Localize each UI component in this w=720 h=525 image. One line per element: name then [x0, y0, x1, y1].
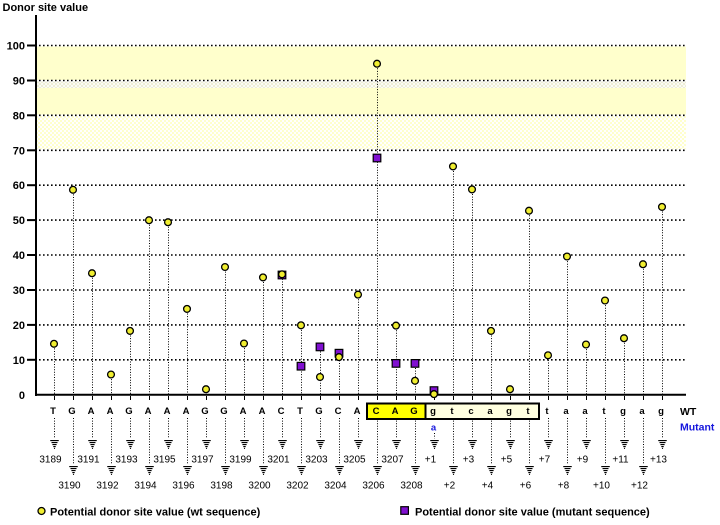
svg-text:Potential donor site value (mu: Potential donor site value (mutant seque… — [415, 507, 650, 519]
svg-text:+8: +8 — [558, 481, 570, 492]
svg-text:+3: +3 — [463, 455, 475, 466]
svg-text:60: 60 — [13, 180, 25, 192]
svg-text:3202: 3202 — [286, 481, 309, 492]
svg-text:t: t — [450, 406, 454, 417]
svg-text:G: G — [315, 406, 322, 417]
svg-text:3191: 3191 — [77, 455, 100, 466]
svg-text:30: 30 — [13, 285, 25, 297]
svg-text:A: A — [107, 406, 114, 417]
svg-text:+6: +6 — [520, 481, 532, 492]
svg-text:G: G — [410, 406, 417, 417]
svg-text:+12: +12 — [631, 481, 648, 492]
svg-text:G: G — [68, 406, 75, 417]
svg-text:WT: WT — [680, 406, 697, 418]
svg-text:3205: 3205 — [343, 455, 366, 466]
svg-text:c: c — [468, 406, 473, 417]
svg-text:3198: 3198 — [210, 481, 233, 492]
svg-text:+7: +7 — [539, 455, 551, 466]
svg-text:+1: +1 — [425, 455, 437, 466]
svg-text:20: 20 — [13, 320, 25, 332]
svg-text:g: g — [620, 406, 626, 417]
svg-text:3208: 3208 — [400, 481, 423, 492]
svg-text:a: a — [582, 406, 588, 417]
svg-text:G: G — [220, 406, 227, 417]
svg-text:3197: 3197 — [191, 455, 214, 466]
svg-text:A: A — [164, 406, 171, 417]
svg-text:A: A — [183, 406, 190, 417]
svg-text:C: C — [335, 406, 342, 417]
svg-text:3204: 3204 — [324, 481, 347, 492]
svg-text:A: A — [88, 406, 95, 417]
svg-text:A: A — [240, 406, 247, 417]
svg-text:Donor site value: Donor site value — [3, 2, 89, 14]
svg-text:100: 100 — [7, 41, 25, 53]
svg-text:+2: +2 — [444, 481, 456, 492]
svg-text:70: 70 — [13, 145, 25, 157]
svg-text:g: g — [430, 406, 436, 417]
svg-text:3199: 3199 — [229, 455, 252, 466]
svg-text:A: A — [145, 406, 152, 417]
svg-text:+10: +10 — [593, 481, 610, 492]
svg-text:A: A — [392, 406, 399, 417]
svg-text:G: G — [125, 406, 132, 417]
svg-text:3196: 3196 — [172, 481, 195, 492]
svg-text:0: 0 — [19, 390, 25, 402]
svg-text:50: 50 — [13, 215, 25, 227]
svg-text:+9: +9 — [577, 455, 589, 466]
svg-text:T: T — [50, 406, 56, 417]
svg-text:C: C — [278, 406, 285, 417]
svg-text:3194: 3194 — [134, 481, 157, 492]
svg-text:a: a — [431, 423, 437, 434]
svg-text:3195: 3195 — [153, 455, 176, 466]
svg-text:3189: 3189 — [39, 455, 62, 466]
svg-text:g: g — [658, 406, 664, 417]
svg-text:80: 80 — [13, 110, 25, 122]
svg-text:Potential donor site value (wt: Potential donor site value (wt sequence) — [50, 507, 261, 519]
svg-text:a: a — [563, 406, 569, 417]
svg-text:3203: 3203 — [305, 455, 328, 466]
svg-text:+5: +5 — [501, 455, 513, 466]
svg-text:G: G — [201, 406, 208, 417]
svg-text:3190: 3190 — [58, 481, 81, 492]
svg-text:A: A — [259, 406, 266, 417]
svg-text:40: 40 — [13, 250, 25, 262]
svg-text:90: 90 — [13, 76, 25, 88]
svg-text:3206: 3206 — [362, 481, 385, 492]
svg-text:3207: 3207 — [381, 455, 404, 466]
svg-text:a: a — [639, 406, 645, 417]
svg-text:3200: 3200 — [248, 481, 271, 492]
svg-text:+11: +11 — [612, 455, 629, 466]
svg-text:3193: 3193 — [115, 455, 138, 466]
svg-text:3192: 3192 — [96, 481, 119, 492]
svg-text:t: t — [602, 406, 606, 417]
svg-text:10: 10 — [13, 355, 25, 367]
svg-text:+13: +13 — [650, 455, 667, 466]
svg-text:a: a — [487, 406, 493, 417]
svg-text:t: t — [545, 406, 549, 417]
svg-text:+4: +4 — [482, 481, 494, 492]
svg-text:3201: 3201 — [267, 455, 290, 466]
svg-text:t: t — [526, 406, 530, 417]
svg-text:C: C — [373, 406, 380, 417]
svg-text:g: g — [506, 406, 512, 417]
svg-text:A: A — [354, 406, 361, 417]
svg-text:T: T — [297, 406, 303, 417]
svg-text:Mutant: Mutant — [680, 422, 715, 434]
